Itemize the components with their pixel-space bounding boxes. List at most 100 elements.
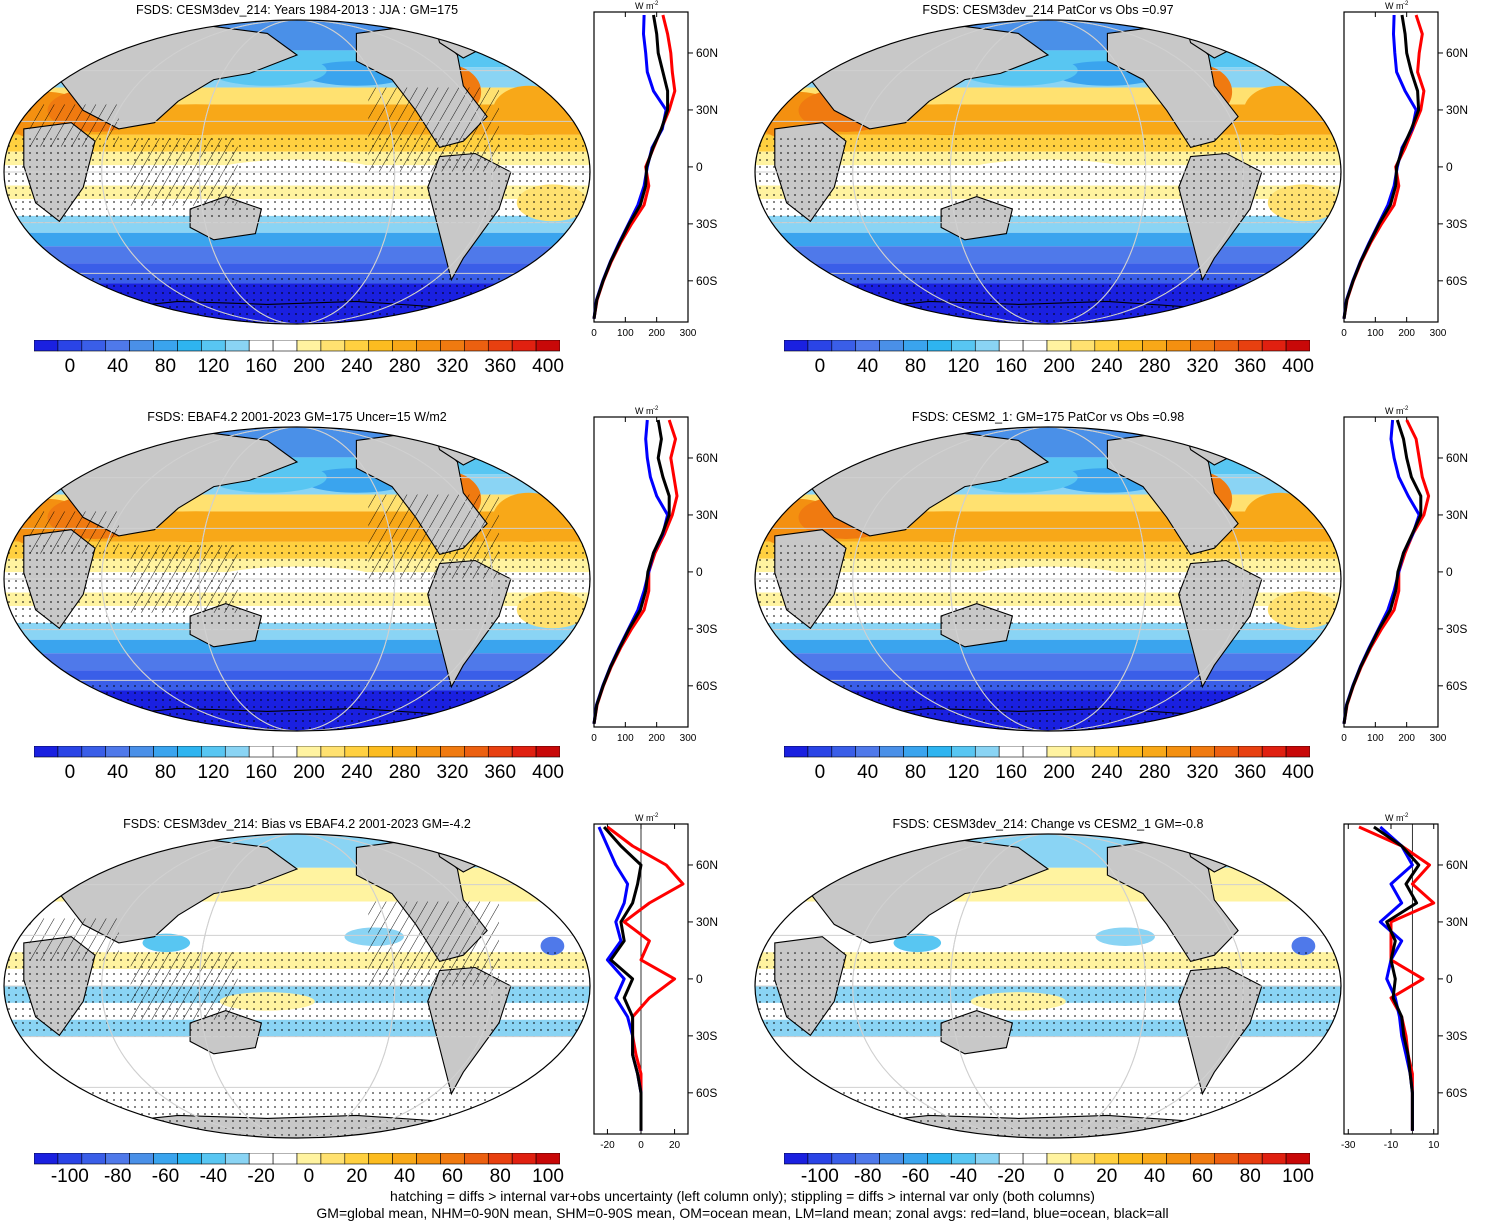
colorbar-swatch bbox=[1118, 340, 1143, 352]
colorbar-swatch bbox=[153, 1153, 178, 1165]
colorbar-label: 200 bbox=[293, 762, 325, 783]
colorbar-label: 240 bbox=[340, 356, 373, 377]
colorbar-label: 120 bbox=[947, 762, 980, 783]
colorbar-swatch bbox=[464, 340, 489, 352]
map-panel-1 bbox=[3, 19, 591, 325]
colorbar-swatch bbox=[1118, 1153, 1143, 1165]
colorbar-swatch bbox=[1142, 1153, 1167, 1165]
colorbar-swatch bbox=[1261, 340, 1287, 352]
zonal-x-tick: 200 bbox=[648, 328, 665, 339]
colorbar-swatch bbox=[998, 340, 1024, 352]
colorbar-label: 100 bbox=[532, 1166, 564, 1187]
footer-line-1: hatching = diffs > internal var+obs unce… bbox=[390, 1188, 1095, 1204]
colorbar-swatch bbox=[784, 340, 809, 352]
zonal-unit-exponent: -2 bbox=[1403, 406, 1409, 412]
colorbar-swatch bbox=[344, 746, 370, 758]
zonal-x-tick: 20 bbox=[669, 1140, 681, 1151]
colorbar-swatch bbox=[224, 746, 250, 758]
zonal-lat-label: 60N bbox=[1446, 46, 1468, 60]
zonal-lat-label: 30S bbox=[696, 1029, 717, 1043]
zonal-unit-exponent: -2 bbox=[1403, 813, 1409, 819]
colorbar-swatch bbox=[1094, 340, 1120, 352]
zonal-x-tick: -30 bbox=[1341, 1140, 1356, 1151]
colorbar-swatch bbox=[1285, 1153, 1310, 1165]
colorbar-swatch bbox=[440, 340, 465, 352]
colorbar-swatch bbox=[464, 1153, 489, 1165]
colorbar-label: -80 bbox=[853, 1166, 882, 1187]
zonal-unit: W m bbox=[635, 406, 654, 416]
zonal-unit: W m bbox=[635, 1, 654, 11]
zonal-lat-label: 60N bbox=[1446, 451, 1468, 465]
zonal-lat-label: 0 bbox=[1446, 565, 1453, 579]
colorbar-label: 280 bbox=[388, 762, 421, 783]
colorbar-label: 160 bbox=[995, 356, 1027, 377]
colorbar-swatch bbox=[153, 746, 178, 758]
colorbar-2 bbox=[784, 340, 1310, 352]
colorbar-swatch bbox=[1214, 340, 1239, 352]
zonal-x-tick: 200 bbox=[1398, 328, 1415, 339]
colorbar-label: 120 bbox=[197, 356, 230, 377]
colorbar-swatch bbox=[464, 746, 489, 758]
colorbar-label: -100 bbox=[50, 1166, 89, 1187]
colorbar-label: 240 bbox=[1090, 762, 1123, 783]
colorbar-swatch bbox=[416, 340, 441, 352]
colorbar-label: 240 bbox=[340, 762, 373, 783]
panel-title-2: FSDS: CESM3dev_214 PatCor vs Obs =0.97 bbox=[922, 3, 1174, 17]
colorbar-label: 400 bbox=[1282, 762, 1314, 783]
zonal-x-tick: 0 bbox=[1341, 328, 1347, 339]
zonal-lat-label: 0 bbox=[1446, 972, 1453, 986]
zonal-unit: W m bbox=[1385, 406, 1404, 416]
colorbar-swatch bbox=[1166, 746, 1191, 758]
zonal-plot-4: W m -2 60N 30N 0 30S 60S 0 100 200 300 bbox=[1341, 406, 1468, 744]
colorbar-label: 360 bbox=[1234, 356, 1267, 377]
zonal-lat-label: 60S bbox=[696, 1086, 717, 1100]
colorbar-label: 360 bbox=[484, 762, 517, 783]
colorbar-swatch bbox=[807, 1153, 833, 1165]
colorbar-swatch bbox=[34, 340, 59, 352]
zonal-lat-label: 60S bbox=[696, 679, 717, 693]
colorbar-swatch bbox=[1261, 746, 1287, 758]
colorbar-label: 80 bbox=[904, 762, 927, 783]
zonal-lat-label: 30N bbox=[1446, 508, 1468, 522]
zonal-lat-label: 60S bbox=[1446, 679, 1467, 693]
zonal-unit: W m bbox=[1385, 813, 1404, 823]
zonal-series-line bbox=[602, 826, 643, 1131]
zonal-lat-label: 60N bbox=[1446, 858, 1468, 872]
zonal-x-tick: 0 bbox=[591, 328, 597, 339]
colorbar-swatch bbox=[272, 1153, 298, 1165]
colorbar-swatch bbox=[879, 1153, 904, 1165]
colorbar-5 bbox=[34, 1153, 560, 1165]
colorbar-swatch bbox=[1046, 1153, 1072, 1165]
colorbar-swatch bbox=[1022, 340, 1048, 352]
colorbar-swatch bbox=[344, 340, 370, 352]
colorbar-swatch bbox=[1046, 340, 1072, 352]
colorbar-label: 40 bbox=[394, 1166, 416, 1187]
zonal-lat-label: 60N bbox=[696, 858, 718, 872]
zonal-x-tick: 0 bbox=[1341, 733, 1347, 744]
colorbar-label: 360 bbox=[1234, 762, 1267, 783]
colorbar-swatch bbox=[1070, 746, 1096, 758]
colorbar-swatch bbox=[511, 340, 537, 352]
colorbar-label: 20 bbox=[346, 1166, 368, 1187]
colorbar-label: 40 bbox=[857, 356, 879, 377]
colorbar-label: 80 bbox=[1239, 1166, 1261, 1187]
footer-line-2: GM=global mean, NHM=0-90N mean, SHM=0-90… bbox=[316, 1205, 1169, 1221]
footer-note: hatching = diffs > internal var+obs unce… bbox=[0, 1188, 1485, 1222]
colorbar-swatch bbox=[974, 340, 1000, 352]
zonal-lat-label: 30N bbox=[696, 508, 718, 522]
colorbar-label: 0 bbox=[814, 762, 826, 783]
colorbar-swatch bbox=[855, 340, 880, 352]
colorbar-swatch bbox=[974, 1153, 1000, 1165]
colorbar-swatch bbox=[511, 746, 537, 758]
colorbar-swatch bbox=[903, 1153, 928, 1165]
zonal-x-tick: 100 bbox=[1367, 733, 1384, 744]
colorbar-label: -40 bbox=[949, 1166, 978, 1187]
colorbar-swatch bbox=[487, 1153, 513, 1165]
colorbar-swatch bbox=[153, 340, 178, 352]
colorbar-label: 100 bbox=[1282, 1166, 1314, 1187]
colorbar-label: 200 bbox=[1043, 356, 1075, 377]
colorbar-labels-2: 0 40 80 120 160 200 240 280 320 360 400 bbox=[784, 356, 1314, 378]
zonal-lat-label: 30N bbox=[1446, 103, 1468, 117]
zonal-unit-exponent: -2 bbox=[1403, 1, 1409, 7]
colorbar-swatch bbox=[320, 746, 346, 758]
